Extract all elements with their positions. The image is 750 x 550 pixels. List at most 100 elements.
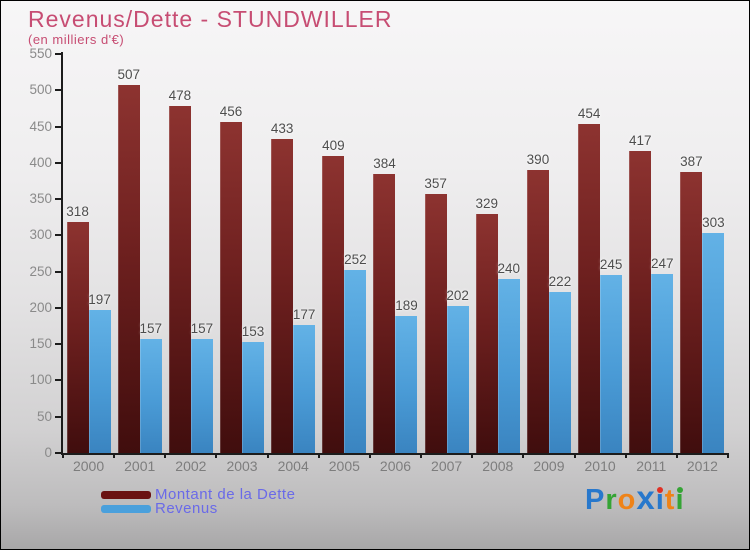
value-label: 387 xyxy=(680,154,703,170)
bar-wrap: 357 xyxy=(424,54,447,453)
legend-item-dette: Montant de la Dette xyxy=(101,487,295,502)
value-label: 507 xyxy=(117,67,140,83)
bar-wrap: 222 xyxy=(549,54,571,453)
value-label: 177 xyxy=(292,306,316,322)
bar-revenus-2007 xyxy=(446,306,469,453)
x-axis-label-2002: 2002 xyxy=(175,458,207,474)
bar-dette-2005 xyxy=(322,156,345,453)
bar-group-2012: 387 303 xyxy=(677,54,728,453)
value-label: 303 xyxy=(702,215,725,231)
y-axis-label: 0 xyxy=(44,445,52,460)
bar-wrap: 202 xyxy=(446,54,469,453)
proxiti-logo: Proxı tı xyxy=(585,479,685,517)
bar-group-2003: 456 153 xyxy=(216,54,267,453)
bar-dette-2009 xyxy=(526,170,549,453)
bar-wrap: 189 xyxy=(395,54,418,453)
bar-wrap: 252 xyxy=(344,54,367,453)
bar-group-2007: 357 202 xyxy=(421,54,472,453)
bar-wrap: 240 xyxy=(498,54,520,453)
value-label: 357 xyxy=(424,176,447,192)
value-label: 417 xyxy=(628,132,652,148)
y-axis-label: 500 xyxy=(29,82,52,98)
x-axis-tick xyxy=(215,453,218,458)
value-label: 390 xyxy=(526,152,550,168)
bar-wrap: 157 xyxy=(191,54,213,453)
x-axis-label-2001: 2001 xyxy=(124,458,156,474)
y-axis xyxy=(61,52,63,455)
bar-wrap: 456 xyxy=(220,54,242,453)
value-label: 384 xyxy=(373,156,396,172)
x-axis-tick xyxy=(317,453,320,458)
y-axis-tick xyxy=(55,234,61,237)
bar-revenus-2000 xyxy=(88,310,111,453)
bar-revenus-2003 xyxy=(242,342,265,453)
x-axis-label-2007: 2007 xyxy=(431,458,463,474)
bar-group-2008: 329 240 xyxy=(472,54,523,453)
x-axis-label-2003: 2003 xyxy=(226,458,258,474)
y-axis-label: 400 xyxy=(29,154,52,170)
bar-group-2000: 318 197 xyxy=(63,54,114,453)
x-axis-label-2006: 2006 xyxy=(379,458,412,474)
logo-letter: t xyxy=(664,484,676,516)
bar-revenus-2012 xyxy=(702,233,725,453)
bar-revenus-2010 xyxy=(600,275,623,453)
bar-revenus-2009 xyxy=(548,291,571,453)
page-title: Revenus/Dette - STUNDWILLER xyxy=(28,6,393,32)
bar-wrap: 157 xyxy=(139,54,162,453)
x-axis-tick xyxy=(471,453,474,458)
legend-swatch xyxy=(101,505,151,513)
y-axis-label: 550 xyxy=(29,46,52,61)
value-label: 240 xyxy=(497,260,521,276)
bar-wrap: 384 xyxy=(373,54,396,453)
y-axis-tick xyxy=(55,415,61,418)
logo-letter: P xyxy=(585,484,606,516)
x-axis-tick xyxy=(420,453,423,458)
bar-revenus-2001 xyxy=(139,339,162,453)
logo-letter: o xyxy=(617,484,637,516)
bar-wrap: 197 xyxy=(88,54,111,453)
bar-group-2002: 478 157 xyxy=(165,54,216,453)
value-label: 252 xyxy=(344,252,367,268)
x-axis-tick xyxy=(624,453,627,458)
x-axis-tick xyxy=(573,453,576,458)
logo-letter: r xyxy=(605,484,618,516)
bar-wrap: 507 xyxy=(117,54,140,453)
legend-item-revenus: Revenus xyxy=(101,500,295,517)
x-axis-tick xyxy=(113,453,116,458)
y-axis-label: 200 xyxy=(29,299,52,315)
x-axis-tick xyxy=(727,453,729,458)
bar-wrap: 454 xyxy=(578,54,600,453)
value-label: 245 xyxy=(599,257,623,273)
value-label: 202 xyxy=(446,288,469,304)
x-axis-label-2008: 2008 xyxy=(482,458,514,474)
bar-wrap: 387 xyxy=(680,54,703,453)
logo-letter: x xyxy=(636,479,656,516)
value-label: 454 xyxy=(577,105,601,121)
bar-wrap: 417 xyxy=(628,54,652,453)
logo-letter: ı xyxy=(675,484,685,516)
bar-group-2009: 390 222 xyxy=(523,54,574,453)
bar-group-2011: 417 247 xyxy=(626,54,677,453)
bar-group-2005: 409 252 xyxy=(319,54,370,453)
bar-revenus-2005 xyxy=(344,270,367,453)
x-axis-tick xyxy=(368,453,371,458)
value-label: 456 xyxy=(219,104,243,120)
y-axis-tick xyxy=(55,452,61,454)
bar-revenus-2008 xyxy=(497,278,520,453)
value-label: 329 xyxy=(475,196,499,212)
bar-wrap: 433 xyxy=(271,54,293,453)
y-axis-tick xyxy=(55,379,61,382)
y-axis-label: 450 xyxy=(29,118,52,134)
legend-label: Revenus xyxy=(155,500,218,517)
y-axis-tick xyxy=(55,306,61,309)
x-axis-tick xyxy=(62,453,64,458)
y-axis-tick xyxy=(55,125,61,128)
y-axis-tick xyxy=(55,270,61,273)
value-label: 222 xyxy=(548,273,572,289)
x-axis-label-2012: 2012 xyxy=(686,458,718,474)
x-axis-label-2005: 2005 xyxy=(328,458,360,474)
bar-group-2001: 507 157 xyxy=(114,54,165,453)
page-subtitle: (en milliers d'€) xyxy=(28,32,125,47)
bar-wrap: 303 xyxy=(702,54,725,453)
